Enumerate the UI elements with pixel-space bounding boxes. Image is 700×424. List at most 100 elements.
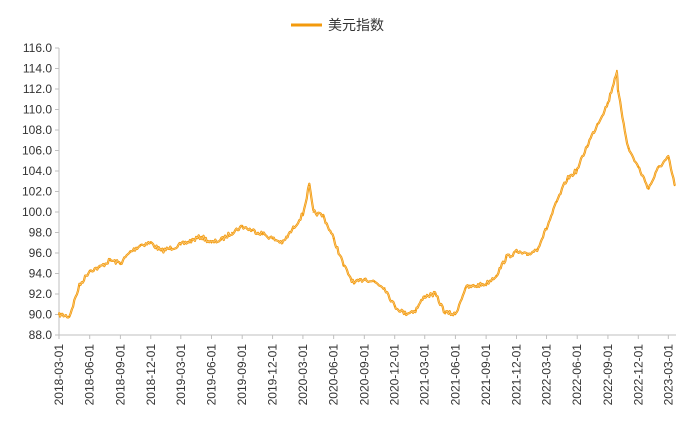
data-point	[312, 211, 315, 213]
data-point	[667, 156, 670, 159]
x-tick-label: 2018-09-01	[113, 344, 127, 406]
data-point	[308, 184, 311, 187]
data-point	[271, 237, 274, 240]
x-tick-label: 2020-06-01	[327, 344, 341, 406]
x-axis: 2018-03-01 2018-06-01 2018-09-01 2018-12-01…	[52, 334, 676, 406]
x-tick-label: 2022-06-01	[570, 344, 584, 406]
data-point	[596, 123, 599, 125]
data-point	[647, 187, 650, 190]
x-tick-label: 2019-12-01	[266, 344, 280, 406]
y-tick-label: 114.0	[23, 62, 52, 76]
y-tick-label: 102.0	[22, 185, 52, 199]
legend: 美元指数	[291, 18, 384, 34]
data-point	[261, 232, 264, 235]
data-point	[444, 311, 446, 314]
data-point	[616, 69, 618, 72]
data-point	[129, 251, 132, 253]
data-point	[495, 274, 497, 277]
data-point	[464, 287, 467, 289]
data-point	[536, 248, 538, 250]
data-point	[526, 254, 528, 256]
data-point	[180, 244, 182, 246]
data-point	[475, 285, 477, 287]
y-tick-label: 92.0	[29, 287, 53, 301]
x-tick-label: 2022-03-01	[540, 344, 554, 406]
data-point	[160, 250, 162, 252]
x-tick-label: 2021-06-01	[448, 344, 462, 406]
data-point	[251, 229, 253, 232]
x-tick-label: 2022-12-01	[631, 344, 645, 406]
data-point	[190, 239, 192, 242]
x-tick-label: 2020-12-01	[388, 344, 402, 406]
legend-label-usd-index: 美元指数	[328, 18, 384, 34]
data-point	[140, 244, 142, 246]
data-point	[170, 247, 173, 249]
x-tick-label: 2019-03-01	[174, 344, 188, 406]
x-tick-label: 2020-03-01	[296, 344, 310, 406]
data-point	[505, 256, 508, 258]
y-tick-label: 90.0	[29, 308, 53, 322]
x-tick-label: 2018-06-01	[83, 344, 97, 406]
data-point	[414, 309, 417, 312]
data-point	[373, 280, 376, 283]
y-tick-label: 104.0	[22, 164, 52, 178]
data-point	[282, 242, 284, 244]
data-point	[88, 269, 91, 272]
y-tick-label: 96.0	[29, 246, 53, 260]
data-point	[220, 238, 223, 241]
data-point	[434, 293, 436, 295]
data-point	[109, 259, 111, 262]
x-tick-label: 2019-09-01	[235, 344, 249, 406]
data-point	[383, 287, 386, 289]
y-tick-label: 108.0	[22, 123, 52, 137]
data-point	[556, 201, 558, 203]
data-point	[363, 277, 366, 280]
y-tick-label: 106.0	[22, 144, 52, 158]
data-point	[576, 169, 578, 171]
data-point	[302, 213, 304, 215]
data-point	[637, 166, 640, 168]
data-point	[78, 285, 81, 287]
data-point	[292, 227, 295, 230]
y-tick-label: 116.0	[23, 41, 52, 55]
data-point	[68, 315, 71, 318]
y-tick-label: 112.0	[23, 82, 52, 96]
y-tick-label: 98.0	[29, 226, 53, 240]
data-point	[658, 166, 660, 168]
y-axis: 88.0 90.0 92.0 94.0 96.0 98.0 100.0 102.0 104.0 1…	[22, 41, 60, 342]
data-point	[353, 283, 355, 285]
x-tick-label: 2021-09-01	[479, 344, 493, 406]
y-tick-label: 94.0	[29, 267, 53, 281]
series-line-highlight-0	[58, 71, 675, 318]
data-point	[241, 225, 243, 228]
data-point	[617, 90, 619, 92]
data-point	[485, 283, 487, 285]
data-point	[58, 313, 60, 316]
data-point	[150, 242, 152, 244]
y-tick-label: 100.0	[22, 205, 52, 219]
x-tick-label: 2020-09-01	[357, 344, 371, 406]
data-point	[231, 231, 233, 234]
x-tick-label: 2018-03-01	[52, 344, 66, 406]
x-tick-label: 2021-12-01	[509, 344, 523, 406]
x-tick-label: 2023-03-01	[661, 344, 675, 406]
data-point	[545, 227, 548, 230]
plot-area	[57, 69, 676, 319]
data-point	[627, 147, 630, 150]
x-tick-label: 2018-12-01	[144, 344, 158, 406]
data-point	[566, 178, 568, 180]
data-point	[607, 102, 609, 105]
x-tick-label: 2021-03-01	[418, 344, 432, 406]
data-point	[673, 184, 676, 187]
data-point	[454, 313, 457, 316]
data-point	[404, 312, 406, 315]
y-tick-label: 110.0	[23, 103, 52, 117]
x-tick-label: 2019-06-01	[204, 344, 218, 406]
data-point	[98, 266, 101, 269]
data-point	[515, 251, 518, 253]
data-point	[210, 242, 213, 244]
data-point	[342, 264, 345, 267]
data-point	[332, 237, 335, 240]
data-point	[119, 262, 122, 265]
data-point	[586, 144, 588, 147]
